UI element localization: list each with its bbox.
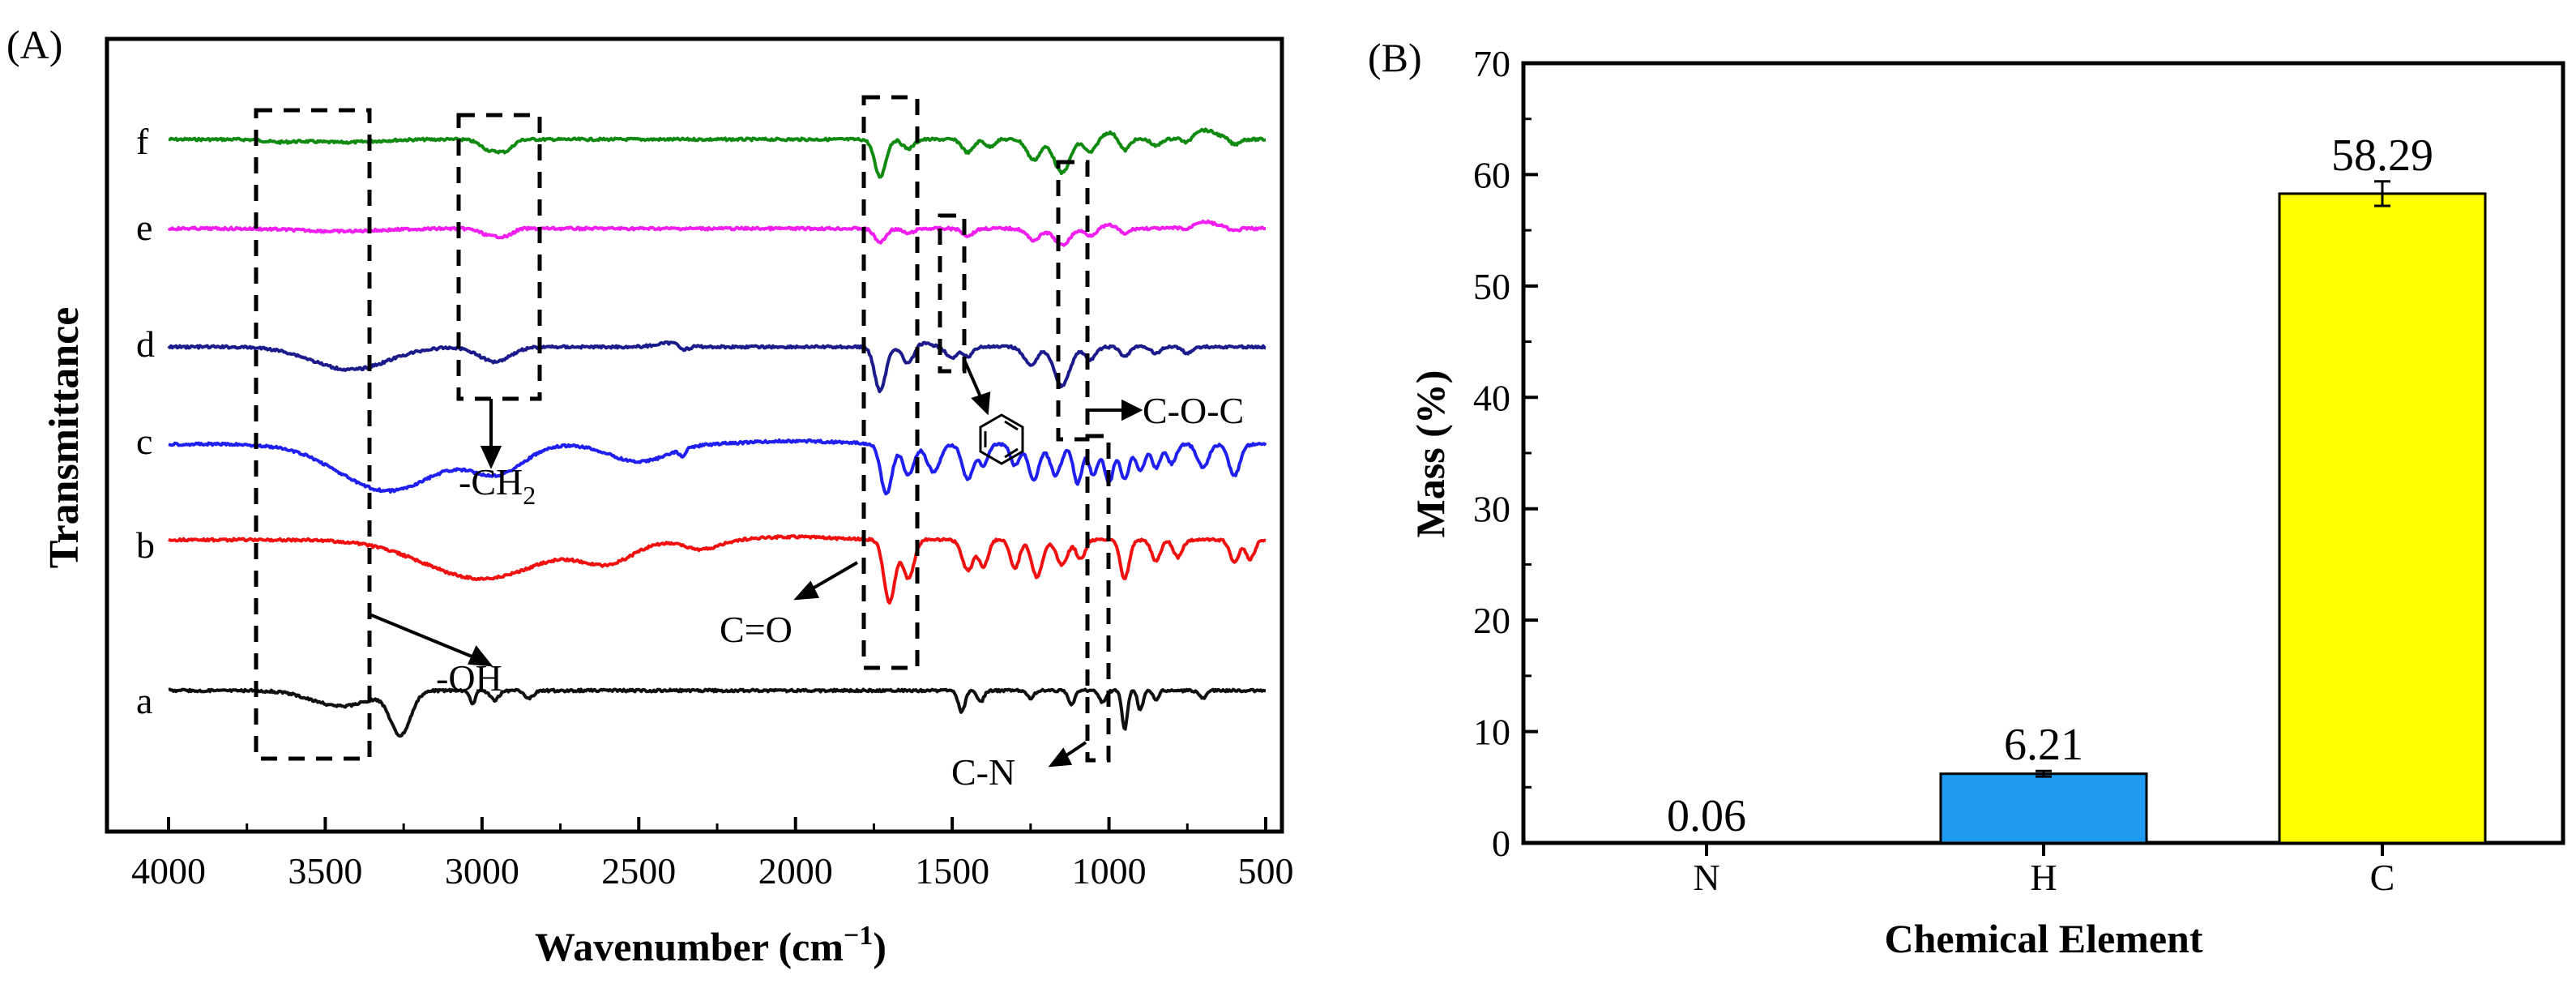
x-tick-label-a: 3500	[288, 850, 362, 892]
x-tick-label-a: 1000	[1072, 850, 1147, 892]
arrow-benzene	[963, 359, 984, 401]
x-tick-label-a: 2500	[601, 850, 676, 892]
panel-b-label: (B)	[1368, 35, 1422, 80]
spectrum-label-e: e	[136, 207, 152, 248]
annotation-arrows	[369, 359, 1143, 768]
y-tick-label-b: 20	[1473, 600, 1510, 641]
arrow-cn-head	[1048, 747, 1073, 768]
spectrum-label-b: b	[136, 524, 155, 566]
box-coc	[1056, 160, 1090, 442]
box-benzene	[938, 213, 967, 374]
x-tick-label-a: 1500	[915, 850, 989, 892]
x-axis-title-b: Chemical Element	[1885, 916, 2203, 961]
category-label-C: C	[2370, 857, 2395, 898]
y-tick-label-b: 30	[1473, 489, 1510, 530]
x-axis-a: 4000 3500 3000 2500 2000 1500 1000 500	[131, 817, 1294, 892]
label-coc: C-O-C	[1143, 390, 1244, 431]
bars-group: 0.06 6.21 58.29	[1602, 130, 2487, 845]
arrow-oh-head	[468, 645, 493, 667]
y-axis-title-b: Mass (%)	[1408, 370, 1453, 538]
y-axis-title-a: Transmittance	[41, 307, 88, 569]
y-tick-label-b: 10	[1473, 712, 1510, 753]
spectrum-label-a: a	[136, 680, 152, 721]
spectrum-line-c	[168, 438, 1267, 496]
bar-H	[1939, 772, 2148, 845]
spectra-labels: f e d c b a	[136, 121, 155, 721]
y-tick-label-b: 70	[1473, 43, 1510, 84]
x-tick-label-a: 500	[1238, 850, 1294, 892]
spectrum-line-e	[167, 219, 1267, 247]
category-label-N: N	[1693, 857, 1719, 898]
spectrum-line-a	[168, 687, 1267, 738]
spectrum-label-d: d	[136, 323, 155, 365]
label-ch2: -CH2	[459, 461, 536, 510]
box-ch2	[456, 113, 542, 401]
value-label-N: 0.06	[1667, 791, 1746, 841]
highlight-boxes	[254, 95, 1111, 763]
category-label-H: H	[2030, 857, 2057, 898]
spectra-group	[167, 127, 1267, 738]
y-tick-label-b: 50	[1473, 266, 1510, 307]
bar-C	[2278, 192, 2487, 845]
benzene-icon	[979, 413, 1024, 465]
x-tick-label-a: 2000	[758, 850, 833, 892]
box-co	[861, 95, 920, 670]
y-axis-b: 0 10 20 30 40 50 60 70	[1473, 43, 1538, 864]
plot-frame-a	[105, 36, 1284, 834]
arrow-co-head	[793, 580, 820, 601]
label-co: C=O	[720, 609, 792, 650]
arrow-oh	[369, 613, 481, 661]
value-label-C: 58.29	[2331, 130, 2433, 181]
spectrum-label-f: f	[136, 121, 149, 162]
arrow-co	[805, 561, 859, 593]
spectrum-label-c: c	[136, 421, 152, 462]
x-tick-label-a: 3000	[445, 850, 519, 892]
x-tick-label-a: 4000	[131, 850, 206, 892]
box-oh	[254, 108, 372, 761]
value-label-H: 6.21	[2004, 720, 2083, 770]
y-tick-label-b: 60	[1473, 154, 1510, 195]
panel-a-label: (A)	[6, 22, 62, 67]
spectrum-line-b	[168, 534, 1267, 605]
ftir-panel: (A) 4000 3500 3000 2500 2000 1500 1000 500 Wave…	[6, 22, 1294, 969]
label-cn: C-N	[951, 751, 1015, 793]
arrow-ch2-head	[480, 446, 502, 469]
box-cn	[1085, 434, 1111, 763]
arrow-coc-head	[1121, 399, 1143, 421]
label-oh: -OH	[436, 657, 502, 699]
bar-panel: (B) 0 10 20 30 40 50 60 70 0.06 6.21 58.29 N H C Ch…	[1368, 35, 2565, 961]
x-axis-title-a: Wavenumber (cm−1)	[535, 921, 886, 969]
spectrum-line-d	[167, 340, 1267, 394]
y-tick-label-b: 40	[1473, 377, 1510, 418]
spectrum-line-f	[168, 127, 1267, 179]
arrow-benzene-head	[971, 391, 991, 416]
y-tick-label-b: 0	[1492, 823, 1510, 864]
